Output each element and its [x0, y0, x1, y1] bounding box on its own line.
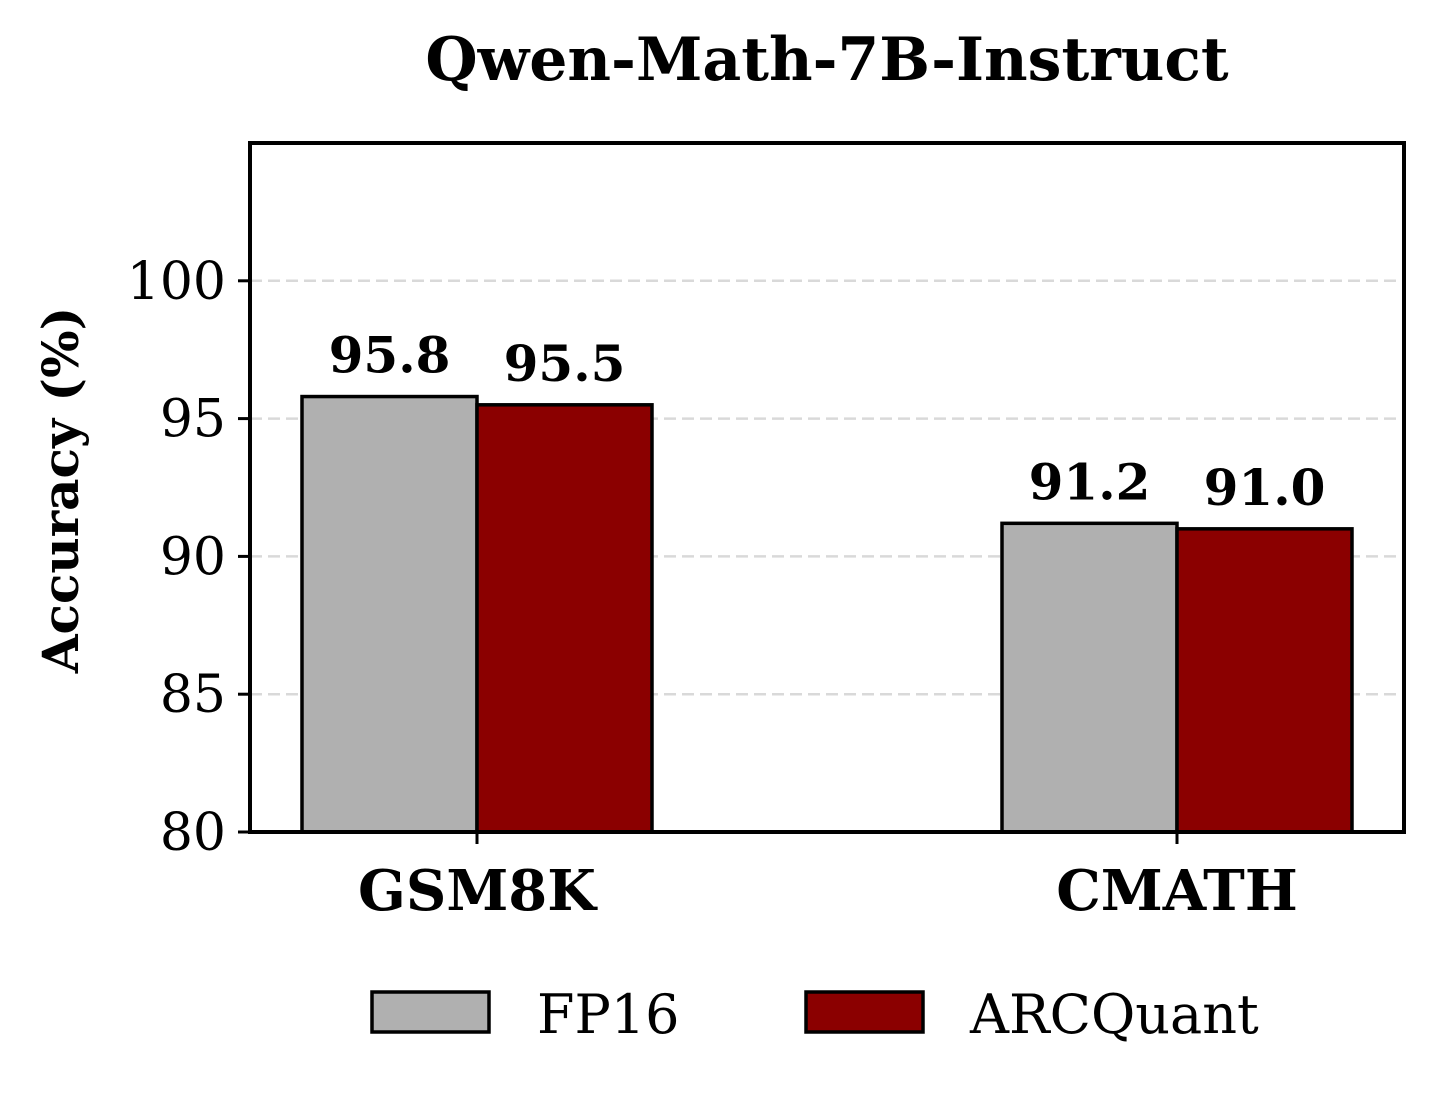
legend: FP16 ARCQuant	[370, 983, 1259, 1046]
x-axis-ticks: GSM8K CMATH	[358, 832, 1298, 924]
bars	[300, 394, 1354, 834]
bar-value-label: 91.2	[1029, 452, 1151, 511]
y-tick-label: 85	[160, 665, 226, 725]
bar-value-label: 95.8	[329, 326, 451, 385]
bar-value-label: 95.5	[504, 334, 626, 393]
bar	[475, 403, 654, 834]
y-tick-label: 100	[127, 252, 226, 312]
chart-title: Qwen-Math-7B-Instruct	[425, 25, 1229, 95]
plot-frame	[248, 141, 1406, 834]
y-tick-label: 90	[160, 527, 226, 587]
x-tick-label: GSM8K	[358, 858, 598, 924]
data-labels: 95.8 95.5 91.2 91.0	[329, 326, 1326, 517]
legend-label: FP16	[537, 983, 680, 1046]
bar	[1175, 527, 1354, 834]
legend-swatch	[370, 990, 491, 1034]
y-axis-label: Accuracy (%)	[31, 307, 90, 675]
bar-value-label: 91.0	[1204, 458, 1326, 517]
bar	[1000, 521, 1179, 834]
y-tick-label: 80	[160, 803, 226, 863]
legend-swatch	[804, 990, 925, 1034]
y-tick-label: 95	[160, 390, 226, 450]
x-tick-label: CMATH	[1056, 858, 1298, 924]
bar	[300, 394, 479, 834]
legend-label: ARCQuant	[969, 983, 1259, 1046]
y-axis-ticks: 80 85 90 95 100	[127, 252, 250, 863]
